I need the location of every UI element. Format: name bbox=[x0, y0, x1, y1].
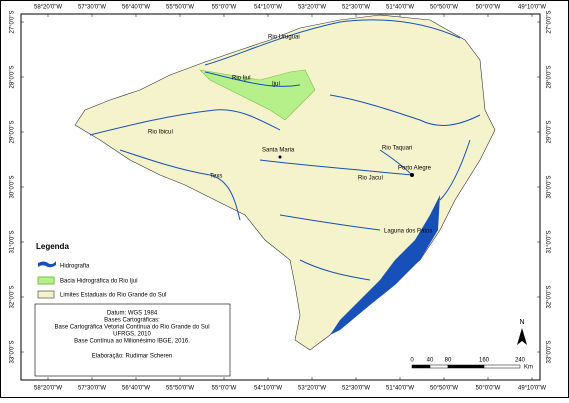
longitude-label: 50°50'0"W bbox=[430, 5, 458, 11]
city-marker bbox=[278, 155, 282, 159]
north-arrow: N bbox=[517, 319, 527, 345]
place-label: Laguna dos Patos bbox=[384, 229, 432, 235]
river bbox=[439, 139, 471, 201]
river bbox=[299, 259, 371, 281]
latitude-label: 33°0'0"S bbox=[547, 340, 553, 363]
longitude-label: 56°40'0"W bbox=[122, 386, 150, 392]
river bbox=[89, 109, 281, 136]
longitude-label: 52°30'0"W bbox=[342, 5, 370, 11]
legend-title: Legenda bbox=[36, 242, 69, 251]
place-label: Porto Alegre bbox=[398, 166, 432, 172]
state-boundary bbox=[74, 14, 496, 351]
latitude-label: 30°0'0"S bbox=[10, 175, 16, 198]
longitude-label: 49°10'0"W bbox=[518, 386, 546, 392]
longitude-label: 51°40'0"W bbox=[386, 386, 414, 392]
place-label: Rio Ijuí bbox=[232, 76, 251, 82]
river bbox=[119, 149, 241, 221]
place-label: Ijuí bbox=[272, 82, 280, 88]
latitude-label: 32°0'0"S bbox=[547, 285, 553, 308]
latitude-label: 27°0'0"S bbox=[547, 10, 553, 33]
longitude-label: 58°20'0"W bbox=[34, 386, 62, 392]
longitude-label: 57°30'0"W bbox=[78, 386, 106, 392]
river bbox=[204, 71, 301, 87]
longitude-label: 55°0'0"W bbox=[212, 5, 237, 11]
latitude-label: 27°0'0"S bbox=[10, 10, 16, 33]
scale-segment bbox=[411, 364, 431, 369]
latitude-label: 28°0'0"S bbox=[10, 65, 16, 88]
river bbox=[279, 214, 381, 231]
rivers bbox=[89, 19, 481, 281]
longitude-label: 54°10'0"W bbox=[254, 386, 282, 392]
north-arrow-shape bbox=[517, 328, 527, 345]
longitude-label: 50°50'0"W bbox=[430, 386, 458, 392]
north-label: N bbox=[519, 319, 524, 326]
legend-label: Hidrografia bbox=[60, 264, 90, 270]
latitude-label: 30°0'0"S bbox=[547, 175, 553, 198]
longitude-label: 53°20'0"W bbox=[298, 386, 326, 392]
latitude-label: 33°0'0"S bbox=[10, 340, 16, 363]
scale-label: 80 bbox=[445, 358, 452, 364]
latitude-label: 31°0'0"S bbox=[10, 230, 16, 253]
place-label: Rio Ibicuí bbox=[148, 130, 173, 136]
river bbox=[329, 94, 481, 126]
longitude-label: 57°30'0"W bbox=[78, 5, 106, 11]
longitude-label: 49°10'0"W bbox=[518, 5, 546, 11]
longitude-label: 51°40'0"W bbox=[386, 5, 414, 11]
scale-label: 160 bbox=[479, 358, 490, 364]
legend-swatch bbox=[37, 276, 55, 285]
scale-label: 40 bbox=[427, 358, 434, 364]
place-label: Rio Taquari bbox=[382, 146, 412, 152]
longitude-label: 52°30'0"W bbox=[342, 386, 370, 392]
latitude-label: 29°0'0"S bbox=[10, 120, 16, 143]
scale-unit: Km bbox=[524, 365, 533, 371]
scale-label: 0 bbox=[410, 358, 414, 364]
info-line: Base Cartográfica Vetorial Contínua do R… bbox=[54, 325, 209, 331]
scale-segment bbox=[483, 364, 521, 369]
longitude-label: 54°10'0"W bbox=[254, 5, 282, 11]
info-line: Elaboração: Rudimar Scheren bbox=[92, 354, 172, 360]
info-line: UFRGS, 2010 bbox=[113, 332, 151, 338]
ijui-basin bbox=[199, 69, 316, 121]
info-box bbox=[34, 303, 231, 377]
latitude-label: 29°0'0"S bbox=[547, 120, 553, 143]
legend-swatch bbox=[38, 261, 56, 268]
info-line: Datum: WGS 1984 bbox=[107, 311, 158, 317]
longitude-label: 50°0'0"W bbox=[476, 386, 501, 392]
longitude-label: 56°40'0"W bbox=[122, 5, 150, 11]
place-label: Rio Jacuí bbox=[358, 176, 383, 182]
longitude-label: 55°50'0"W bbox=[166, 5, 194, 11]
latitude-label: 28°0'0"S bbox=[547, 65, 553, 88]
longitude-label: 58°20'0"W bbox=[34, 5, 62, 11]
place-label: Santa Maria bbox=[262, 148, 295, 154]
legend-box bbox=[30, 238, 230, 302]
lagoa-dos-patos bbox=[330, 195, 440, 335]
river bbox=[259, 159, 413, 176]
longitude-label: 50°0'0"W bbox=[476, 5, 501, 11]
place-label: Texs bbox=[210, 174, 222, 180]
legend-swatch bbox=[37, 290, 55, 299]
longitude-label: 53°20'0"W bbox=[298, 5, 326, 11]
city-marker bbox=[410, 173, 414, 177]
legend-label: Bacia Hidrográfica do Rio Ijuí bbox=[60, 279, 138, 285]
scale-segment bbox=[447, 364, 485, 369]
info-line: Bases Cartográficas: bbox=[104, 318, 160, 324]
graticule-ticks: 58°20'0"W 58°20'0"W 57°30'0"W 57°30'0"W 56°4… bbox=[10, 5, 553, 392]
info-line: Base Contínua ao Milionésimo IBGE, 2016. bbox=[74, 339, 190, 345]
map-labels: Rio Uruguai Rio Ijuí Ijuí Rio Ibicuí Santa M… bbox=[148, 35, 432, 235]
place-label: Rio Uruguai bbox=[268, 35, 300, 41]
scale-segment bbox=[429, 364, 449, 369]
latitude-label: 32°0'0"S bbox=[10, 285, 16, 308]
longitude-label: 55°0'0"W bbox=[212, 386, 237, 392]
scale-label: 240 bbox=[515, 358, 526, 364]
longitude-label: 55°50'0"W bbox=[166, 386, 194, 392]
latitude-label: 31°0'0"S bbox=[547, 230, 553, 253]
legend-label: Limites Estaduais do Rio Grande do Sul bbox=[60, 293, 166, 299]
river bbox=[379, 149, 413, 176]
river bbox=[204, 19, 461, 66]
